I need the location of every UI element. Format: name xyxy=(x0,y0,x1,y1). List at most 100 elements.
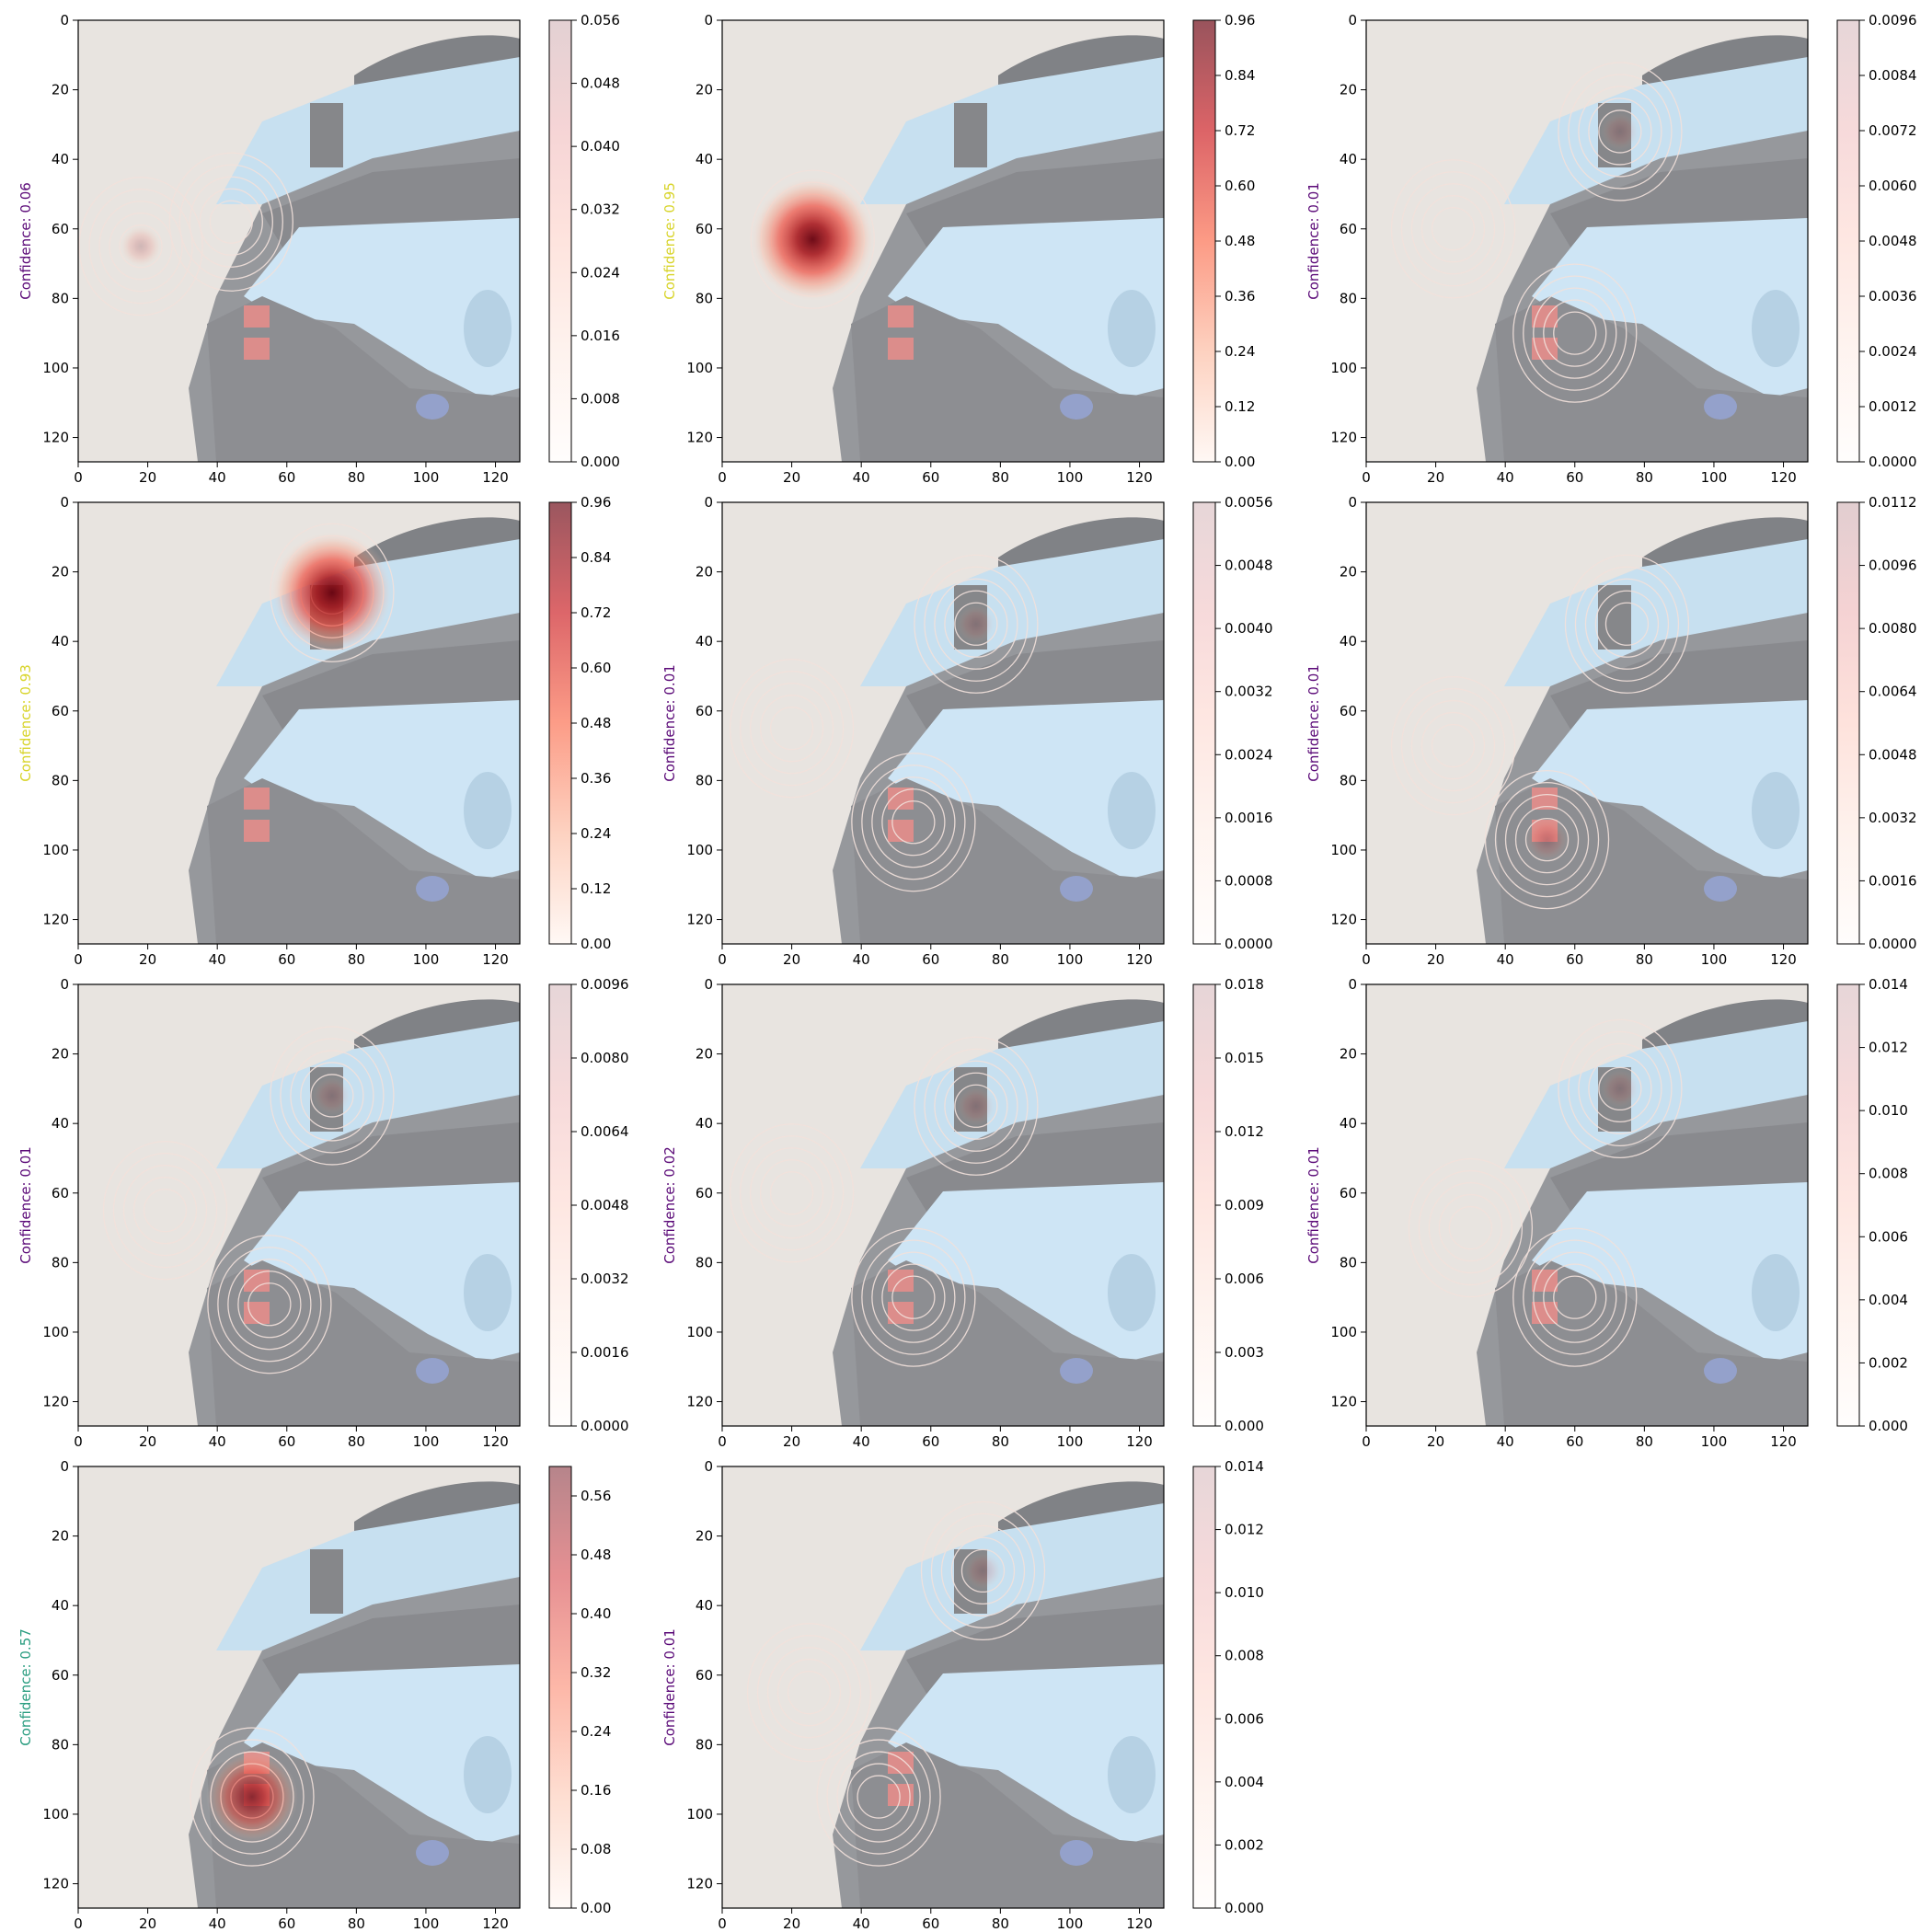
y-tick-label: 0 xyxy=(60,976,69,993)
x-tick-label: 40 xyxy=(1497,1433,1514,1450)
y-tick-label: 80 xyxy=(696,1736,713,1753)
colorbar-tick-label: 0.16 xyxy=(581,1782,611,1799)
colorbar-tick-label: 0.012 xyxy=(1225,1522,1264,1538)
x-tick-label: 40 xyxy=(209,1433,226,1450)
colorbar-tick-label: 0.24 xyxy=(581,825,611,842)
x-tick-label: 80 xyxy=(1636,951,1653,968)
y-tick-label: 120 xyxy=(1330,912,1357,928)
y-tick-label: 40 xyxy=(1340,633,1357,650)
colorbar-fill xyxy=(1837,502,1859,944)
colorbar-tick-label: 0.0064 xyxy=(1869,684,1917,700)
y-tick-label: 80 xyxy=(1340,772,1357,788)
y-tick-label: 0 xyxy=(60,12,69,29)
colorbar-fill xyxy=(549,502,571,944)
y-tick-label: 60 xyxy=(696,221,713,237)
y-tick-label: 80 xyxy=(696,1254,713,1271)
colorbar-tick-label: 0.0112 xyxy=(1869,494,1917,511)
confidence-label: Confidence: 0.02 xyxy=(661,1146,678,1264)
heat-peak xyxy=(206,1751,298,1843)
y-tick-label: 20 xyxy=(696,82,713,98)
colorbar-tick-label: 0.84 xyxy=(581,549,611,566)
x-tick-label: 20 xyxy=(783,469,800,486)
colorbar-tick-label: 0.00 xyxy=(1225,454,1255,470)
x-tick-label: 20 xyxy=(1427,951,1444,968)
colorbar-tick-label: 0.009 xyxy=(1225,1197,1264,1213)
colorbar-tick-label: 0.0036 xyxy=(1869,288,1917,305)
y-tick-label: 120 xyxy=(42,1394,69,1410)
colorbar-tick-label: 0.000 xyxy=(1225,1900,1264,1916)
y-tick-label: 60 xyxy=(1340,703,1357,719)
y-tick-label: 20 xyxy=(1340,1046,1357,1063)
colorbar-tick-label: 0.0096 xyxy=(1869,12,1917,29)
x-tick-label: 20 xyxy=(783,1915,800,1932)
colorbar-tick-label: 0.00 xyxy=(581,1900,611,1916)
heat-peak xyxy=(1601,1069,1639,1108)
confidence-label: Confidence: 0.01 xyxy=(1305,1146,1322,1264)
y-tick-label: 20 xyxy=(52,82,69,98)
y-tick-label: 0 xyxy=(704,12,713,29)
x-tick-label: 40 xyxy=(1497,951,1514,968)
colorbar-tick-label: 0.032 xyxy=(581,201,620,218)
x-tick-label: 80 xyxy=(348,469,365,486)
colorbar-tick-label: 0.48 xyxy=(581,1547,611,1563)
heat-peak xyxy=(751,178,875,302)
x-tick-label: 60 xyxy=(1566,1433,1583,1450)
y-tick-label: 100 xyxy=(686,842,713,858)
colorbar-tick-label: 0.0096 xyxy=(581,976,629,993)
colorbar-tick-label: 0.024 xyxy=(581,264,620,281)
subplot-1: 0 20 40 60 80 100 120 0 20 40 60 80 100 120 Confidence… xyxy=(17,12,620,486)
confidence-label: Confidence: 0.57 xyxy=(17,1628,34,1746)
x-tick-label: 20 xyxy=(139,1915,156,1932)
colorbar-tick-label: 0.0084 xyxy=(1869,67,1917,84)
x-tick-label: 0 xyxy=(1362,469,1371,486)
subplot-2: 0 20 40 60 80 100 120 0 20 40 60 80 100 120 Confidence… xyxy=(661,12,1255,486)
x-tick-label: 0 xyxy=(718,469,727,486)
y-tick-label: 120 xyxy=(1330,430,1357,446)
y-tick-label: 0 xyxy=(704,494,713,511)
colorbar-tick-label: 0.08 xyxy=(581,1841,611,1857)
colorbar-tick-label: 0.12 xyxy=(1225,398,1255,415)
y-tick-label: 120 xyxy=(686,1876,713,1892)
background-image xyxy=(1366,20,1808,462)
colorbar-tick-label: 0.0000 xyxy=(1869,936,1917,952)
x-tick-label: 120 xyxy=(482,1433,509,1450)
colorbar-fill xyxy=(549,984,571,1426)
x-tick-label: 100 xyxy=(413,951,440,968)
colorbar-tick-label: 0.0048 xyxy=(1869,233,1917,249)
y-tick-label: 0 xyxy=(1348,976,1357,993)
colorbar-tick-label: 0.006 xyxy=(1225,1710,1264,1727)
colorbar-tick-label: 0.0048 xyxy=(1869,746,1917,763)
y-tick-label: 0 xyxy=(704,976,713,993)
colorbar-tick-label: 0.048 xyxy=(581,75,620,92)
y-tick-label: 60 xyxy=(52,1667,69,1684)
colorbar-tick-label: 0.0024 xyxy=(1869,343,1917,360)
x-tick-label: 80 xyxy=(348,1433,365,1450)
subplot-11: 0 20 40 60 80 100 120 0 20 40 60 80 100 120 Confidence… xyxy=(661,1458,1264,1932)
colorbar-tick-label: 0.72 xyxy=(581,604,611,621)
x-tick-label: 20 xyxy=(1427,1433,1444,1450)
colorbar-tick-label: 0.008 xyxy=(1869,1166,1908,1182)
x-tick-label: 40 xyxy=(853,1915,870,1932)
colorbar-tick-label: 0.0060 xyxy=(1869,178,1917,194)
y-tick-label: 40 xyxy=(1340,1115,1357,1132)
y-tick-label: 60 xyxy=(696,703,713,719)
x-tick-label: 120 xyxy=(1126,469,1153,486)
x-tick-label: 80 xyxy=(348,951,365,968)
colorbar-tick-label: 0.018 xyxy=(1225,976,1264,993)
confidence-label: Confidence: 0.01 xyxy=(17,1146,34,1264)
x-tick-label: 80 xyxy=(992,1915,1009,1932)
y-tick-label: 20 xyxy=(1340,564,1357,581)
colorbar-tick-label: 0.60 xyxy=(1225,178,1255,194)
heat-peak xyxy=(956,1087,995,1126)
y-tick-label: 80 xyxy=(52,290,69,306)
x-tick-label: 60 xyxy=(922,951,939,968)
colorbar-tick-label: 0.000 xyxy=(1225,1418,1264,1434)
y-tick-label: 80 xyxy=(52,1736,69,1753)
panel-grid: 0 20 40 60 80 100 120 0 20 40 60 80 100 120 Confidence… xyxy=(17,12,1917,1932)
colorbar-tick-label: 0.0048 xyxy=(581,1197,629,1213)
subplot-8: 0 20 40 60 80 100 120020406080100120Confidence… xyxy=(661,976,1264,1450)
confidence-label: Confidence: 0.01 xyxy=(661,1628,678,1746)
x-tick-label: 0 xyxy=(74,1433,83,1450)
heat-peak xyxy=(957,604,995,643)
y-tick-label: 60 xyxy=(696,1667,713,1684)
